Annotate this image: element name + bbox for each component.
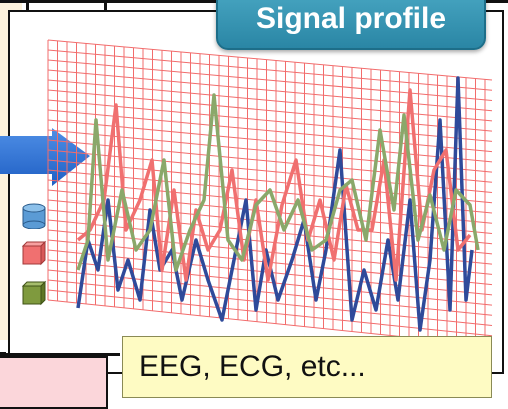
grid-line <box>47 39 493 81</box>
grid-line <box>47 219 493 265</box>
signal-waves <box>76 76 480 332</box>
grid-line <box>47 69 493 112</box>
grid-line <box>47 119 493 163</box>
red-cube-icon <box>21 240 47 266</box>
blue-signal-wave <box>76 76 474 332</box>
green-signal-wave <box>76 93 480 272</box>
caption-box: EEG, ECG, etc... <box>122 336 492 398</box>
grid-line <box>47 229 493 275</box>
grid-line <box>47 89 493 132</box>
grid-line <box>47 99 493 142</box>
grid-line <box>47 209 493 255</box>
green-cube-icon <box>21 280 47 306</box>
pink-panel <box>0 356 108 409</box>
grid-line <box>47 79 493 122</box>
grid-line <box>47 289 493 337</box>
red-signal-wave <box>76 88 472 282</box>
grid-line <box>47 49 493 91</box>
grid-line <box>47 109 493 153</box>
frame-tick <box>104 0 107 18</box>
grid-line <box>47 59 493 101</box>
title-badge: Signal profile <box>216 0 486 50</box>
blue-cylinder-icon <box>22 203 46 229</box>
bottom-rule <box>0 353 120 356</box>
